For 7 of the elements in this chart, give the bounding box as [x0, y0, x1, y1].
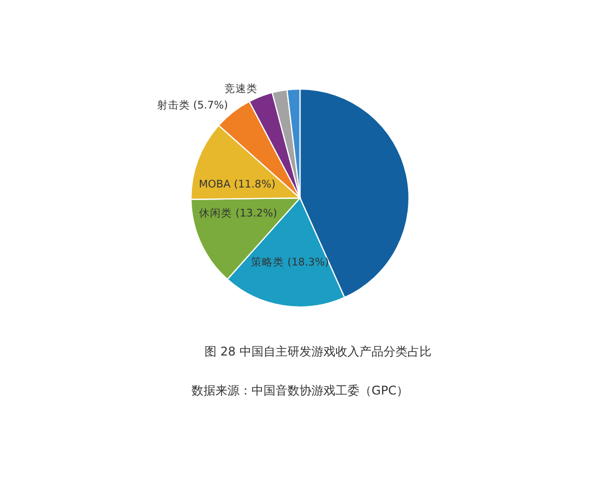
slice-label: 竞速类	[224, 82, 258, 95]
text: 图 28 中国自主研发游戏收入产品分类占比	[204, 344, 432, 358]
slice-label: 策略类 (18.3%)	[251, 256, 329, 268]
slice-label: 休闲类 (13.2%)	[199, 206, 278, 220]
slice-label: 射击类 (5.7%)	[156, 98, 228, 112]
source-note: 数据来源：中国音数协游戏工委（GPC）	[192, 383, 408, 398]
slice-label: MOBA (11.8%)	[198, 178, 276, 190]
